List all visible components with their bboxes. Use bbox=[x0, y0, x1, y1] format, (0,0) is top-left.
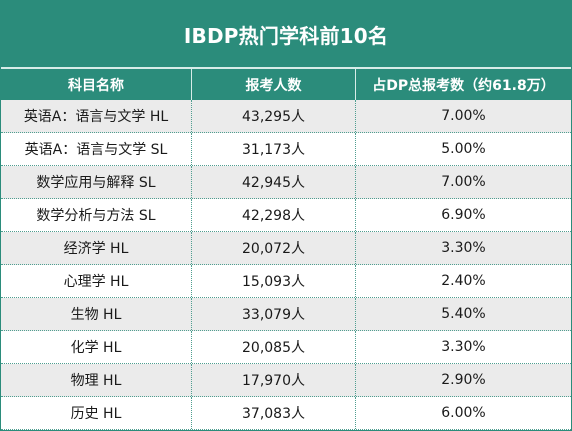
table-row: 数学分析与方法 SL 42,298人 6.90% bbox=[1, 199, 571, 232]
share-cell: 3.30% bbox=[441, 339, 486, 355]
table-row: 经济学 HL 20,072人 3.30% bbox=[1, 232, 571, 265]
subject-cell: 心理学 HL bbox=[1, 265, 192, 297]
subject-cell: 英语A：语言与文学 SL bbox=[1, 133, 192, 165]
subject-cell: 英语A：语言与文学 HL bbox=[1, 100, 192, 132]
table-row: 历史 HL 37,083人 6.00% bbox=[1, 397, 571, 430]
subject-cell: 历史 HL bbox=[1, 397, 192, 429]
candidates-cell: 37,083人 bbox=[192, 397, 356, 429]
candidates-cell: 31,173人 bbox=[192, 133, 356, 165]
header-candidates: 报考人数 bbox=[192, 69, 356, 100]
table-row: 生物 HL 33,079人 5.40% bbox=[1, 298, 571, 331]
table-row: 英语A：语言与文学 HL 43,295人 7.00% bbox=[1, 100, 571, 133]
share-cell: 7.00% bbox=[441, 174, 486, 190]
subject-cell: 生物 HL bbox=[1, 298, 192, 330]
header-share: 占DP总报考数（约61.8万） bbox=[372, 77, 555, 94]
share-cell: 7.00% bbox=[441, 108, 486, 124]
table-row: 数学应用与解释 SL 42,945人 7.00% bbox=[1, 166, 571, 199]
candidates-cell: 33,079人 bbox=[192, 298, 356, 330]
share-cell: 5.40% bbox=[441, 306, 486, 322]
subject-cell: 化学 HL bbox=[1, 331, 192, 363]
candidates-cell: 42,945人 bbox=[192, 166, 356, 198]
table-row: 心理学 HL 15,093人 2.40% bbox=[1, 265, 571, 298]
header-subject: 科目名称 bbox=[1, 69, 192, 100]
share-cell: 6.00% bbox=[441, 405, 486, 421]
candidates-cell: 20,085人 bbox=[192, 331, 356, 363]
candidates-cell: 15,093人 bbox=[192, 265, 356, 297]
candidates-cell: 17,970人 bbox=[192, 364, 356, 396]
subject-cell: 数学应用与解释 SL bbox=[1, 166, 192, 198]
subject-cell: 数学分析与方法 SL bbox=[1, 199, 192, 231]
table-title: IBDP热门学科前10名 bbox=[1, 1, 571, 67]
share-cell: 3.30% bbox=[441, 240, 486, 256]
subject-cell: 物理 HL bbox=[1, 364, 192, 396]
share-cell: 2.40% bbox=[441, 273, 486, 289]
table-header-row: 科目名称 报考人数 占DP总报考数（约61.8万） bbox=[1, 67, 571, 100]
table-row: 物理 HL 17,970人 2.90% bbox=[1, 364, 571, 397]
candidates-cell: 43,295人 bbox=[192, 100, 356, 132]
candidates-cell: 20,072人 bbox=[192, 232, 356, 264]
candidates-cell: 42,298人 bbox=[192, 199, 356, 231]
share-cell: 5.00% bbox=[441, 141, 486, 157]
share-cell: 6.90% bbox=[441, 207, 486, 223]
table-row: 化学 HL 20,085人 3.30% bbox=[1, 331, 571, 364]
table-row: 英语A：语言与文学 SL 31,173人 5.00% bbox=[1, 133, 571, 166]
share-cell: 2.90% bbox=[441, 372, 486, 388]
subject-cell: 经济学 HL bbox=[1, 232, 192, 264]
table-body: 英语A：语言与文学 HL 43,295人 7.00% 英语A：语言与文学 SL … bbox=[1, 100, 571, 430]
